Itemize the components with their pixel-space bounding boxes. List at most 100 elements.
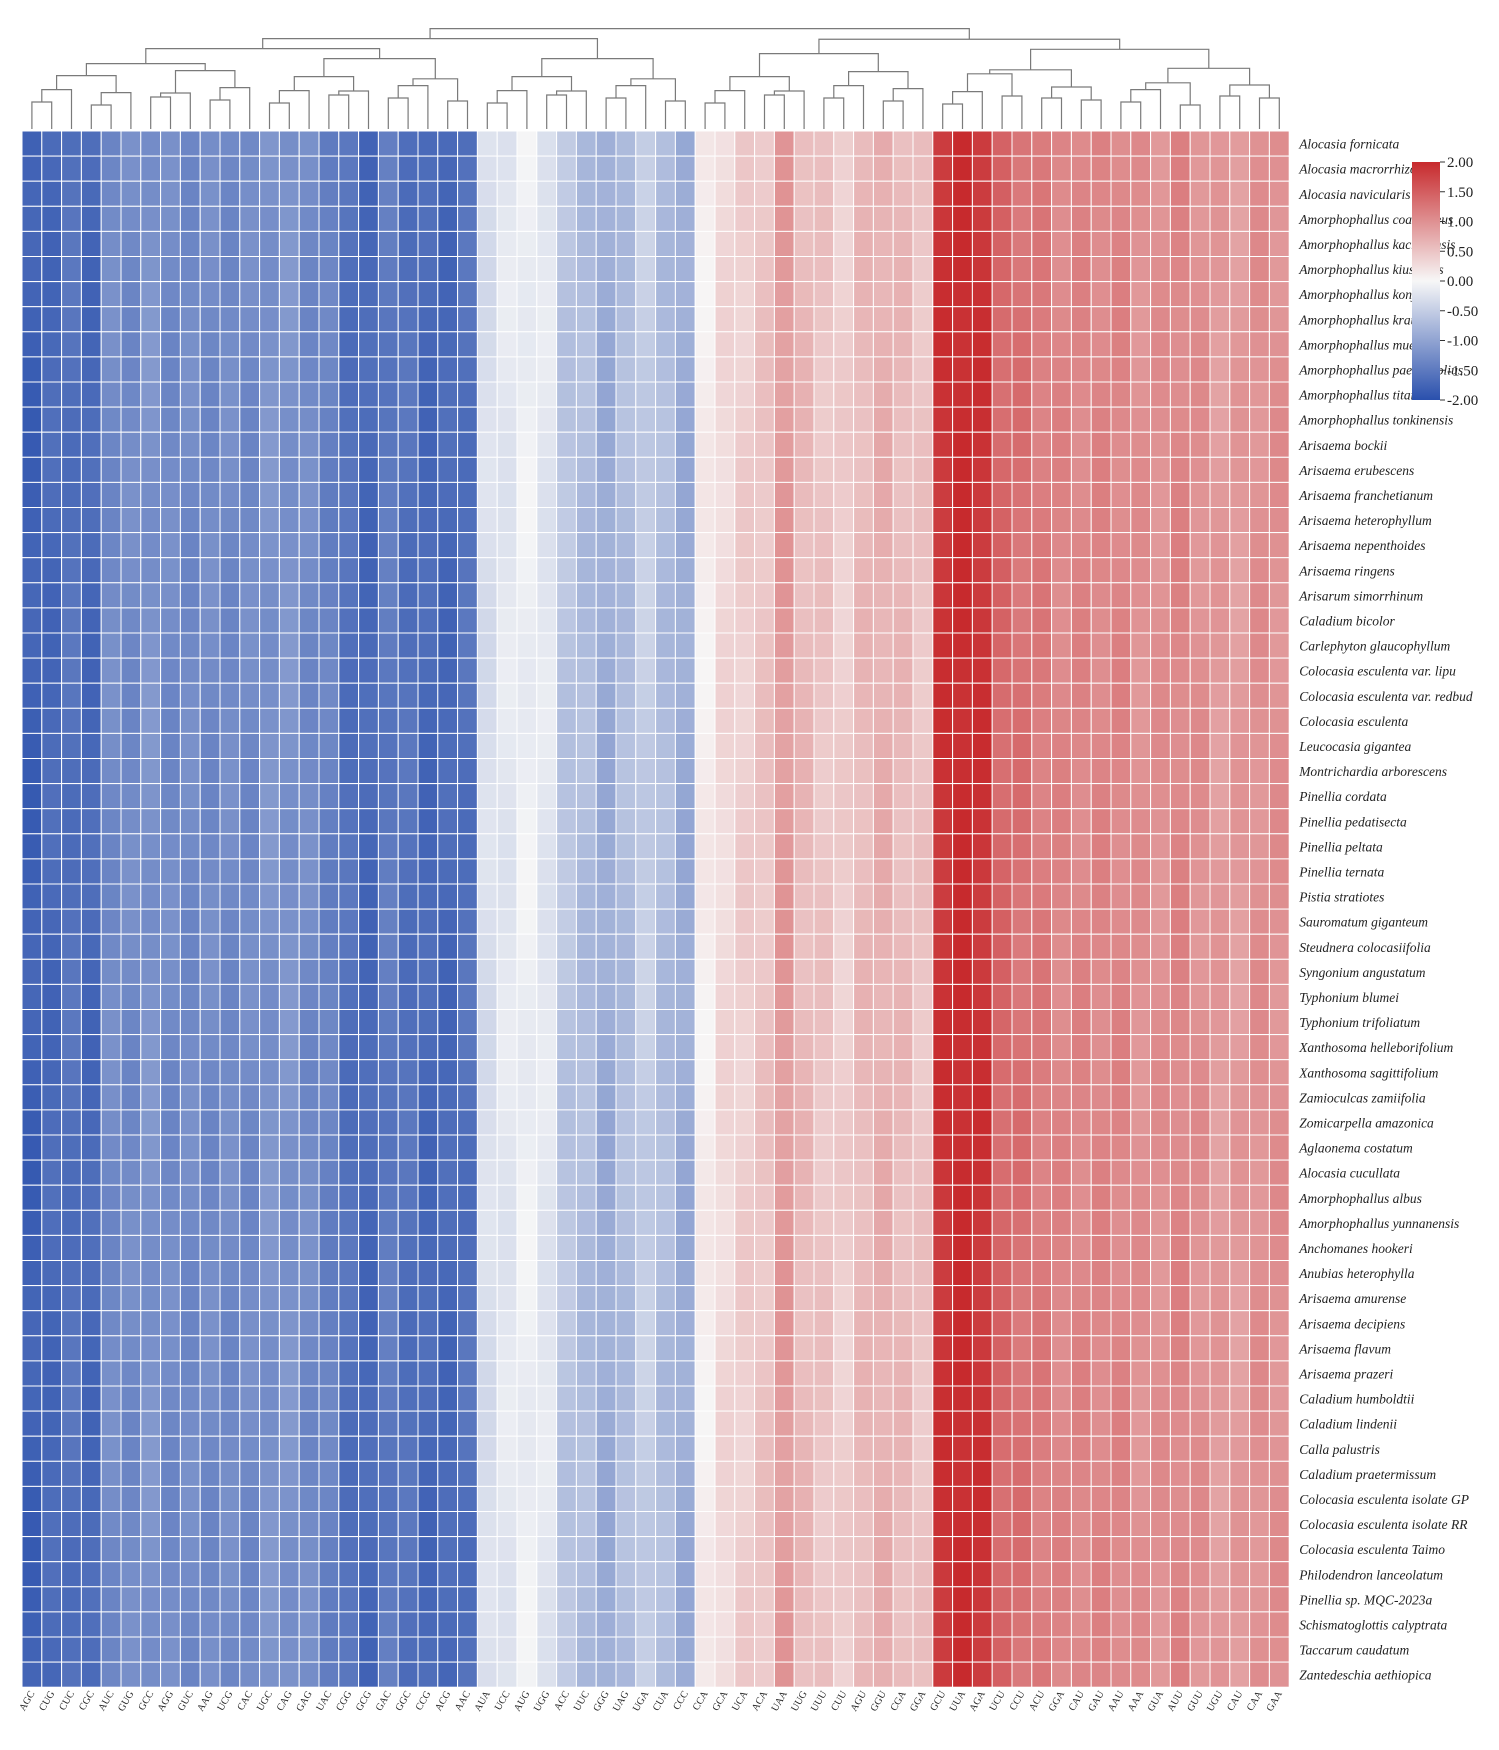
heatmap-cell <box>1249 607 1270 634</box>
heatmap-cell <box>239 858 261 885</box>
heatmap-cell <box>714 557 736 584</box>
heatmap-cell <box>754 1536 775 1563</box>
heatmap-cell <box>437 130 459 157</box>
heatmap-cell <box>1189 1661 1211 1688</box>
heatmap-cell <box>318 1611 340 1638</box>
heatmap-cell <box>298 1636 320 1663</box>
heatmap-cell <box>714 1134 736 1161</box>
heatmap-cell <box>338 1310 360 1337</box>
heatmap-cell <box>595 758 617 785</box>
heatmap-cell <box>912 1460 934 1487</box>
heatmap-cell <box>556 155 577 182</box>
heatmap-cell <box>635 1511 657 1538</box>
heatmap-cell <box>595 230 617 257</box>
heatmap-cell <box>377 1310 399 1337</box>
heatmap-cell <box>516 356 538 383</box>
heatmap-cell <box>1110 1310 1132 1337</box>
heatmap-cell <box>754 1485 775 1513</box>
heatmap-cell <box>694 1435 716 1462</box>
heatmap-cell <box>536 1561 558 1588</box>
heatmap-cell <box>952 205 973 232</box>
heatmap-cell <box>872 958 894 985</box>
heatmap-cell <box>932 507 954 534</box>
heatmap-cell <box>140 306 162 333</box>
heatmap-cell <box>1150 758 1171 785</box>
heatmap-cell <box>318 256 340 283</box>
heatmap-cell <box>1031 155 1053 182</box>
dendrogram-link <box>546 94 568 129</box>
heatmap-cell <box>1209 1009 1231 1036</box>
heatmap-cell <box>239 1410 261 1437</box>
heatmap-cell <box>100 1009 122 1036</box>
heatmap-cell <box>833 983 855 1011</box>
heatmap-cell <box>556 1586 577 1613</box>
heatmap-cell <box>615 331 637 358</box>
heatmap-cell <box>21 958 43 985</box>
heatmap-cell <box>41 783 63 810</box>
heatmap-cell <box>160 933 181 960</box>
heatmap-cell <box>1051 256 1072 283</box>
heatmap-cell <box>932 1234 954 1262</box>
heatmap-cell <box>714 958 736 985</box>
heatmap-cell <box>773 205 795 232</box>
heatmap-cell <box>1209 281 1231 308</box>
column-label: AAU <box>1106 1689 1127 1714</box>
heatmap-cell <box>21 632 43 659</box>
heatmap-cell <box>140 908 162 935</box>
heatmap-cell <box>754 1159 775 1186</box>
heatmap-cell <box>21 1184 43 1211</box>
heatmap-cell <box>61 657 82 684</box>
heatmap-cell <box>674 1335 696 1362</box>
heatmap-cell <box>318 356 340 383</box>
heatmap-cell <box>694 1460 716 1487</box>
heatmap-cell <box>80 1561 102 1588</box>
heatmap-cell <box>259 883 280 910</box>
heatmap-cell <box>160 381 181 408</box>
heatmap-cell <box>1189 833 1211 860</box>
heatmap-cell <box>872 431 894 458</box>
heatmap-cell <box>1169 1335 1191 1362</box>
heatmap-cell <box>872 381 894 408</box>
heatmap-cell <box>674 532 696 559</box>
heatmap-cell <box>259 180 280 207</box>
column-label: AUU <box>1166 1689 1187 1714</box>
heatmap-cell <box>1249 356 1270 383</box>
heatmap-cell <box>80 431 102 458</box>
heatmap-cell <box>1130 1059 1152 1086</box>
heatmap-cell <box>754 632 775 659</box>
heatmap-cell <box>496 431 518 458</box>
heatmap-cell <box>773 1586 795 1613</box>
heatmap-cell <box>338 456 360 483</box>
heatmap-cell <box>377 1209 399 1236</box>
column-label: AUC <box>97 1689 117 1713</box>
heatmap-cell <box>298 1435 320 1462</box>
heatmap-cell <box>179 1209 201 1236</box>
heatmap-cell <box>714 481 736 508</box>
heatmap-cell <box>61 1285 82 1312</box>
heatmap-cell <box>655 1059 676 1086</box>
heatmap-cell <box>655 908 676 935</box>
heatmap-cell <box>140 1310 162 1337</box>
heatmap-cell <box>1189 1159 1211 1186</box>
heatmap-cell <box>358 632 379 659</box>
heatmap-cell <box>61 1084 82 1111</box>
heatmap-cell <box>338 958 360 985</box>
heatmap-cell <box>278 1561 300 1588</box>
heatmap-cell <box>140 732 162 760</box>
heatmap-cell <box>476 256 498 283</box>
heatmap-cell <box>1169 1485 1191 1513</box>
heatmap-cell <box>179 682 201 709</box>
heatmap-cell <box>1031 1310 1053 1337</box>
heatmap-cell <box>734 557 756 584</box>
heatmap-cell <box>140 1410 162 1437</box>
heatmap-cell <box>61 682 82 709</box>
heatmap-cell <box>278 1260 300 1287</box>
heatmap-cell <box>417 1009 439 1036</box>
heatmap-cell <box>318 732 340 760</box>
heatmap-cell <box>694 1485 716 1513</box>
heatmap-cell <box>714 1636 736 1663</box>
heatmap-cell <box>239 1209 261 1236</box>
heatmap-cell <box>179 808 201 835</box>
dendrogram-link <box>1130 89 1162 129</box>
heatmap-cell <box>457 381 478 408</box>
